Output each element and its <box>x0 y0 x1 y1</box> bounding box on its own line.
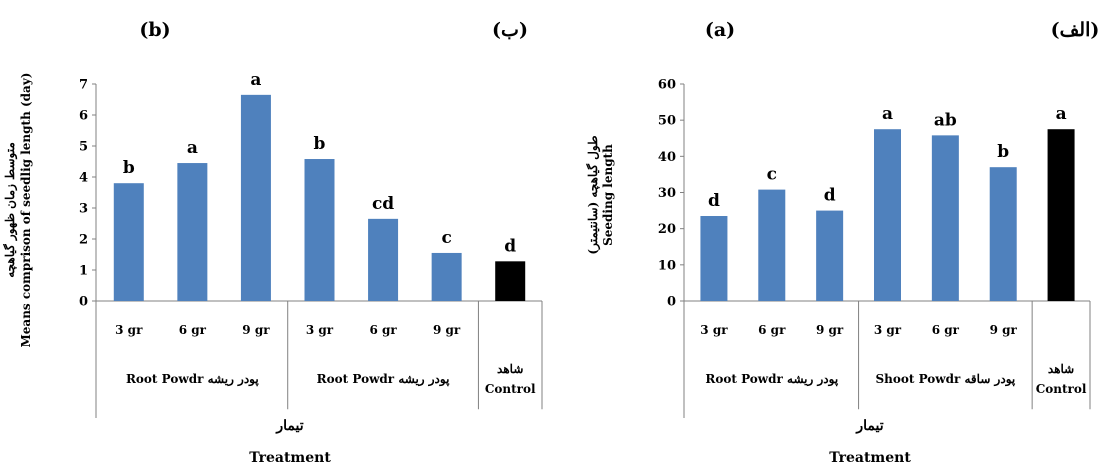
significance-letter: d <box>708 191 720 211</box>
bar <box>368 218 399 301</box>
category-label: 6 gr <box>369 323 397 337</box>
group-label: Root Powdr پودر ریشه <box>705 372 838 387</box>
y-tick-label: 20 <box>658 222 676 237</box>
chart-a-seedling-length: (a) (الف) 0 10 20 30 40 50 60 طول گیاهچه (سانتیمت… <box>585 19 1099 466</box>
bar <box>177 163 208 301</box>
y-tick-label: 40 <box>658 150 676 165</box>
category-label: 9 gr <box>433 323 461 337</box>
bar <box>758 189 786 301</box>
group-label: Shoot Powdr پودر ساقه <box>875 372 1015 387</box>
y-tick-label: 7 <box>79 78 88 93</box>
category-label: 6 gr <box>179 323 207 337</box>
panel-label-persian: (ب) <box>492 19 528 41</box>
significance-letter: c <box>441 228 451 248</box>
significance-letter: a <box>882 104 893 124</box>
x-axis-title: Treatment <box>829 450 911 466</box>
significance-letter: a <box>1056 104 1067 124</box>
y-axis-title-persian: متوسط زمان ظهور گیاهچه <box>2 142 18 278</box>
category-label: 9 gr <box>816 323 844 337</box>
y-axis-title: Seeding length <box>601 144 615 246</box>
chart-b-seedling-emergence-time: (b) (ب) 0 1 2 3 4 5 6 7 متوسط زمان ظهور گیاهچه Mean… <box>2 19 543 466</box>
significance-letter: cd <box>372 194 394 214</box>
significance-letter: a <box>187 138 198 158</box>
group-label: Root Powdr پودر ریشه <box>126 372 259 387</box>
y-tick-label: 60 <box>658 78 676 93</box>
bar <box>113 183 144 301</box>
category-label: 3 gr <box>874 323 902 337</box>
group-label-line: شاهد <box>497 362 523 376</box>
y-tick-label: 30 <box>658 186 676 201</box>
x-axis-title-persian: تیمار <box>855 418 883 434</box>
significance-letter: b <box>314 134 326 154</box>
bar <box>1047 129 1075 301</box>
panel-label-latin: (b) <box>139 19 170 41</box>
bar <box>700 216 728 301</box>
bar <box>431 252 462 301</box>
group-label: Root Powdr پودر ریشه <box>317 372 450 387</box>
group-label: شاهد Control <box>1036 362 1087 396</box>
y-tick-label: 0 <box>79 295 88 310</box>
x-axis-title: Treatment <box>249 450 331 466</box>
y-tick-label: 1 <box>79 264 88 279</box>
bar <box>816 210 844 301</box>
bar <box>989 167 1017 301</box>
y-tick-label: 2 <box>79 233 88 248</box>
significance-letter: ab <box>934 110 957 130</box>
group-label-line: Control <box>485 382 536 396</box>
group-label: شاهد Control <box>485 362 536 396</box>
x-axis-title-persian: تیمار <box>275 418 303 434</box>
panel-label-latin: (a) <box>705 19 735 41</box>
category-label: 6 gr <box>932 323 960 337</box>
category-label: 3 gr <box>115 323 143 337</box>
bar <box>495 261 526 301</box>
bar <box>304 159 335 301</box>
panel-label-persian: (الف) <box>1051 19 1100 41</box>
y-tick-label: 50 <box>658 114 676 129</box>
significance-letter: d <box>824 186 836 206</box>
y-tick-label: 5 <box>79 140 88 155</box>
y-axis-title-persian: طول گیاهچه (سانتیمتر) <box>585 135 601 254</box>
bar <box>931 135 959 301</box>
category-label: 3 gr <box>306 323 334 337</box>
category-label: 9 gr <box>242 323 270 337</box>
y-tick-label: 4 <box>79 171 88 186</box>
group-label-line: شاهد <box>1048 362 1074 376</box>
bar <box>240 94 271 301</box>
significance-letter: a <box>250 70 261 90</box>
significance-letter: b <box>123 158 135 178</box>
bar <box>874 129 901 301</box>
y-tick-label: 6 <box>79 109 88 124</box>
category-label: 6 gr <box>758 323 786 337</box>
y-tick-label: 10 <box>658 258 676 273</box>
y-tick-label: 0 <box>667 295 676 310</box>
group-label-line: Control <box>1036 382 1087 396</box>
category-label: 9 gr <box>990 323 1018 337</box>
significance-letter: c <box>767 165 777 185</box>
significance-letter: b <box>997 142 1009 162</box>
category-label: 3 gr <box>700 323 728 337</box>
significance-letter: d <box>504 236 516 256</box>
y-tick-label: 3 <box>79 202 88 217</box>
y-axis-title: Means comprison of seedlig length (day) <box>19 73 33 348</box>
